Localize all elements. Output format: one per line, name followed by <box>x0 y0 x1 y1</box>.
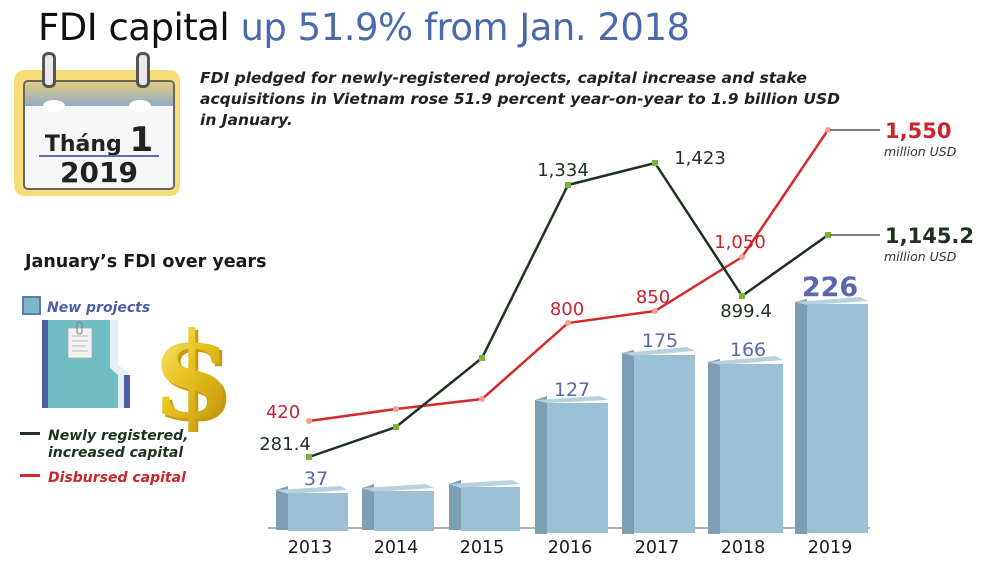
disbursed-label-2018: 1,050 <box>714 232 766 253</box>
bar-swatch-icon <box>22 296 41 315</box>
dollar-sign-icon: $ $ <box>151 322 236 432</box>
registered-label-2016: 1,334 <box>537 160 589 181</box>
bar-2014 <box>362 484 434 531</box>
legend-newly-registered: Newly registered, increased capital <box>20 428 188 462</box>
x-label-2019: 2019 <box>808 538 853 558</box>
bar-label-2017: 175 <box>642 330 678 352</box>
folder-icon <box>42 320 130 408</box>
description: FDI pledged for newly-registered project… <box>200 69 840 129</box>
x-label-2017: 2017 <box>635 538 680 558</box>
bar-label-2013: 37 <box>304 468 328 490</box>
red-line-swatch-icon <box>20 474 40 477</box>
section-title: January’s FDI over years <box>25 252 267 272</box>
bars <box>276 297 868 534</box>
end-label-disbursed-unit: million USD <box>884 144 957 159</box>
x-label-2013: 2013 <box>288 538 333 558</box>
disbursed-label-2016: 800 <box>550 299 584 320</box>
calendar-icon: Tháng 1 2019 <box>14 52 180 196</box>
disbursed-label-2017: 850 <box>636 287 670 308</box>
end-label-registered-value: 1,145.2 <box>885 224 974 248</box>
title-main: FDI capital <box>38 6 230 49</box>
bar-label-2018: 166 <box>730 339 766 361</box>
registered-label-2017: 1,423 <box>674 148 726 169</box>
x-label-2015: 2015 <box>460 538 505 558</box>
bar-2013 <box>276 486 348 531</box>
bar-2015 <box>449 480 520 531</box>
bar-label-2016: 127 <box>554 379 590 401</box>
bar-2016 <box>535 396 608 534</box>
bar-2018 <box>708 356 783 534</box>
bar-label-2019: 226 <box>802 272 858 303</box>
x-label-2016: 2016 <box>548 538 593 558</box>
dark-line-swatch-icon <box>20 432 40 435</box>
svg-text:$: $ <box>154 322 236 432</box>
x-label-2014: 2014 <box>374 538 419 558</box>
bar-2017 <box>622 347 695 534</box>
calendar-month: Tháng 1 <box>44 120 154 160</box>
x-label-2018: 2018 <box>721 538 766 558</box>
page-title: FDI capital up 51.9% from Jan. 2018 <box>38 6 690 50</box>
registered-label-2013: 281.4 <box>259 434 311 455</box>
disbursed-label-2013: 420 <box>266 402 300 423</box>
registered-label-2018: 899.4 <box>720 301 772 322</box>
svg-text:$: $ <box>151 322 233 432</box>
bar-2019 <box>795 297 868 534</box>
title-highlight: up 51.9% from Jan. 2018 <box>240 6 690 49</box>
calendar-year: 2019 <box>60 156 138 189</box>
end-label-registered-unit: million USD <box>884 249 957 264</box>
legend-disbursed: Disbursed capital <box>20 470 186 486</box>
end-label-disbursed-value: 1,550 <box>885 119 951 143</box>
legend-new-projects: New projects <box>22 296 150 316</box>
